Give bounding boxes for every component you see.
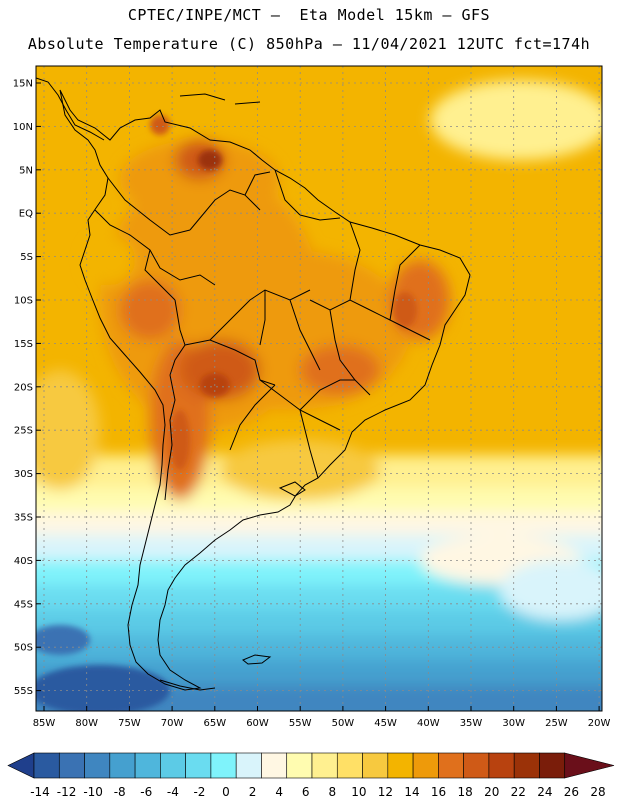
colorbar-swatch xyxy=(286,752,313,779)
colorbar-swatch xyxy=(387,752,414,779)
colorbar-label: 4 xyxy=(275,785,283,799)
colorbar-label: -10 xyxy=(83,785,103,799)
colorbar-swatch xyxy=(261,752,288,779)
colorbar-label: -6 xyxy=(140,785,152,799)
lat-label: 40S xyxy=(14,556,33,567)
colorbar-max-arrow xyxy=(564,752,615,779)
colorbar-label: 12 xyxy=(378,785,393,799)
temperature-field xyxy=(36,66,602,711)
colorbar-label: 10 xyxy=(351,785,366,799)
colorbar-swatch xyxy=(84,752,111,779)
temperature-colorbar xyxy=(7,752,615,779)
colorbar-swatch xyxy=(58,752,85,779)
lat-label: EQ xyxy=(19,209,33,220)
lat-label: 20S xyxy=(14,382,33,393)
lat-label: 25S xyxy=(14,426,33,437)
colorbar-label: -4 xyxy=(167,785,179,799)
lon-label: 50W xyxy=(332,718,355,729)
colorbar-swatch xyxy=(109,752,136,779)
colorbar-tick-labels: -14 -12 -10 -8 -6 -4 -2 0 2 4 6 8 10 12 14 16 18 20 22 24 26… xyxy=(30,785,605,799)
lon-label: 65W xyxy=(203,718,226,729)
colorbar-label: 24 xyxy=(537,785,552,799)
colorbar-label: 2 xyxy=(249,785,257,799)
lat-label: 15N xyxy=(13,79,33,90)
lat-label: 10S xyxy=(14,296,33,307)
map-frame xyxy=(35,65,603,712)
lon-label: 35W xyxy=(460,718,483,729)
colorbar-swatch xyxy=(134,752,161,779)
lon-label: 80W xyxy=(75,718,98,729)
colorbar-label: 20 xyxy=(484,785,499,799)
colorbar-swatch xyxy=(235,752,262,779)
colorbar-label: -14 xyxy=(30,785,50,799)
lon-label: 60W xyxy=(246,718,269,729)
colorbar-swatch xyxy=(513,752,540,779)
lat-label: 15S xyxy=(14,339,33,350)
colorbar-label: -12 xyxy=(57,785,77,799)
lat-label: 10N xyxy=(13,122,33,133)
colorbar-label: 0 xyxy=(222,785,230,799)
colorbar-min-arrow xyxy=(7,752,35,779)
longitude-axis-labels: 85W 80W 75W 70W 65W 60W 55W 50W 45W 40W 35W 30W 25W 2… xyxy=(33,706,611,729)
colorbar-swatch xyxy=(185,752,212,779)
lat-label: 50S xyxy=(14,643,33,654)
colorbar-swatch xyxy=(210,752,237,779)
lon-label: 55W xyxy=(289,718,312,729)
lat-label: 35S xyxy=(14,513,33,524)
colorbar-swatch xyxy=(311,752,338,779)
colorbar-label: 6 xyxy=(302,785,310,799)
colorbar-swatch xyxy=(438,752,464,779)
colorbar-label: 22 xyxy=(511,785,526,799)
latitude-axis-labels: 15N 10N 5N EQ 5S 10S 15S 20S 25S 30S 35S 40S 45S 50S 5… xyxy=(13,79,41,697)
colorbar-label: 14 xyxy=(404,785,419,799)
colorbar-swatch xyxy=(336,752,363,779)
colorbar-swatch xyxy=(160,752,186,779)
lon-label: 25W xyxy=(545,718,568,729)
colorbar-swatch xyxy=(539,752,566,779)
colorbar-label: 28 xyxy=(590,785,605,799)
lon-label: 85W xyxy=(33,718,56,729)
colorbar-label: -2 xyxy=(193,785,205,799)
colorbar-label: 18 xyxy=(458,785,473,799)
lat-label: 5S xyxy=(20,252,33,263)
colorbar-swatch xyxy=(33,752,60,779)
colorbar-swatch xyxy=(362,752,389,779)
lat-label: 5N xyxy=(19,165,33,176)
lat-lon-gridlines xyxy=(36,66,602,711)
lon-label: 45W xyxy=(374,718,397,729)
lon-label: 30W xyxy=(502,718,525,729)
colorbar-swatch xyxy=(463,752,490,779)
colorbar-swatch xyxy=(412,752,439,779)
colorbar-label: 8 xyxy=(328,785,336,799)
colorbar-label: 26 xyxy=(564,785,579,799)
lat-label: 55S xyxy=(14,686,33,697)
lon-label: 75W xyxy=(118,718,141,729)
map-title-line-2: Absolute Temperature (C) 850hPa – 11/04/… xyxy=(27,35,591,53)
map-title-line-1: CPTEC/INPE/MCT – Eta Model 15km – GFS xyxy=(127,6,491,24)
lon-label: 20W xyxy=(588,718,611,729)
colorbar-label: 16 xyxy=(431,785,446,799)
lon-label: 40W xyxy=(417,718,440,729)
colorbar-swatch xyxy=(488,752,515,779)
lat-label: 30S xyxy=(14,469,33,480)
colorbar-label: -8 xyxy=(114,785,126,799)
lon-label: 70W xyxy=(161,718,184,729)
lat-label: 45S xyxy=(14,599,33,610)
coastlines-and-borders xyxy=(36,77,471,691)
